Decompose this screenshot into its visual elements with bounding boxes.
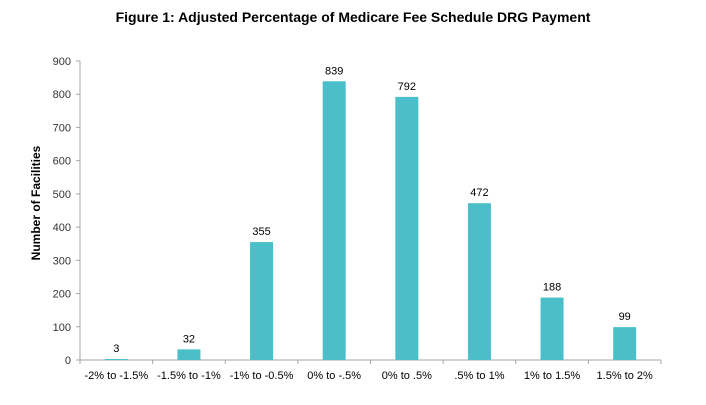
y-tick-label: 100 [53, 322, 71, 334]
data-label: 839 [325, 65, 343, 77]
bar [322, 81, 346, 360]
y-tick-label: 200 [53, 289, 71, 301]
y-tick-label: 400 [53, 222, 71, 234]
bar [540, 297, 564, 360]
data-label: 99 [619, 311, 631, 323]
bar [467, 203, 491, 360]
y-tick-label: 500 [53, 189, 71, 201]
bar [104, 359, 128, 360]
data-label: 472 [470, 187, 488, 199]
y-tick-label: 600 [53, 156, 71, 168]
data-label: 188 [543, 282, 561, 294]
x-tick-label: -2% to -1.5% [85, 370, 149, 382]
data-label: 32 [183, 333, 195, 345]
x-tick-label: -1% to -0.5% [230, 370, 294, 382]
x-tick-label: .5% to 1% [454, 370, 504, 382]
bar [613, 327, 637, 360]
x-tick-label: 0% to -.5% [307, 370, 361, 382]
y-tick-label: 700 [53, 122, 71, 134]
data-label: 792 [398, 81, 416, 93]
bar [250, 242, 274, 360]
x-tick-label: -1.5% to -1% [157, 370, 221, 382]
bar [395, 96, 419, 360]
x-tick-label: 0% to .5% [382, 370, 432, 382]
x-tick-label: 1.5% to 2% [597, 370, 653, 382]
x-tick-label: 1% to 1.5% [524, 370, 580, 382]
y-tick-label: 0 [65, 355, 71, 367]
data-label: 355 [252, 226, 270, 238]
y-tick-label: 300 [53, 255, 71, 267]
y-tick-label: 900 [53, 56, 71, 68]
data-label: 3 [113, 343, 119, 355]
y-tick-label: 800 [53, 89, 71, 101]
bar [177, 349, 201, 360]
y-axis-label: Number of Facilities [29, 145, 43, 260]
chart-title: Figure 1: Adjusted Percentage of Medicar… [115, 9, 591, 25]
